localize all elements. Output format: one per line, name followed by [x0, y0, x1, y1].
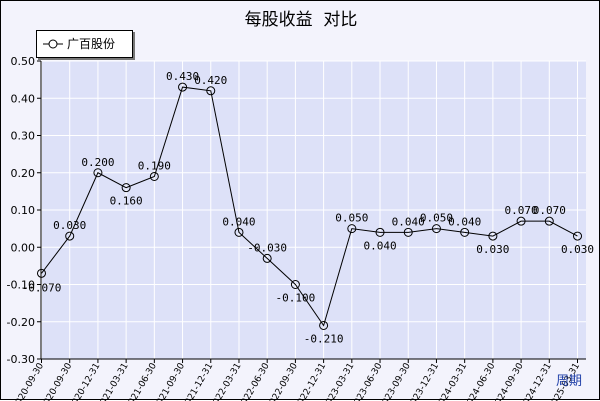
data-label: 0.190 [138, 159, 171, 172]
data-label: -0.100 [276, 292, 316, 305]
period-label: 周期 [556, 370, 582, 389]
legend-label: 广百股份 [67, 31, 115, 57]
data-label: 0.030 [476, 243, 509, 256]
data-label: 0.040 [363, 239, 396, 252]
data-label: 0.040 [222, 215, 255, 228]
data-label: 0.200 [81, 156, 114, 169]
data-label: 0.160 [110, 195, 143, 208]
data-label: 0.030 [561, 243, 594, 256]
y-tick-label: -0.20 [7, 316, 35, 329]
y-tick-label: 0.30 [11, 130, 36, 143]
data-label: 0.030 [53, 219, 86, 232]
data-label: -0.070 [22, 281, 62, 294]
y-tick-label: -0.30 [7, 353, 35, 366]
data-label: -0.030 [247, 241, 287, 254]
data-label: -0.210 [304, 332, 344, 345]
y-tick-label: 0.00 [11, 241, 36, 254]
data-label: 0.420 [194, 74, 227, 87]
data-label: 0.050 [335, 212, 368, 225]
y-tick-label: 0.10 [11, 204, 36, 217]
data-label: 0.070 [533, 204, 566, 217]
data-label: 0.040 [448, 215, 481, 228]
legend-marker-icon [43, 31, 63, 57]
y-tick-label: 0.40 [11, 92, 36, 105]
legend: 广百股份 [36, 30, 133, 58]
y-tick-label: 0.50 [11, 55, 36, 68]
y-tick-label: 0.20 [11, 167, 36, 180]
x-tick-label: 2020-09-30 [11, 361, 46, 401]
